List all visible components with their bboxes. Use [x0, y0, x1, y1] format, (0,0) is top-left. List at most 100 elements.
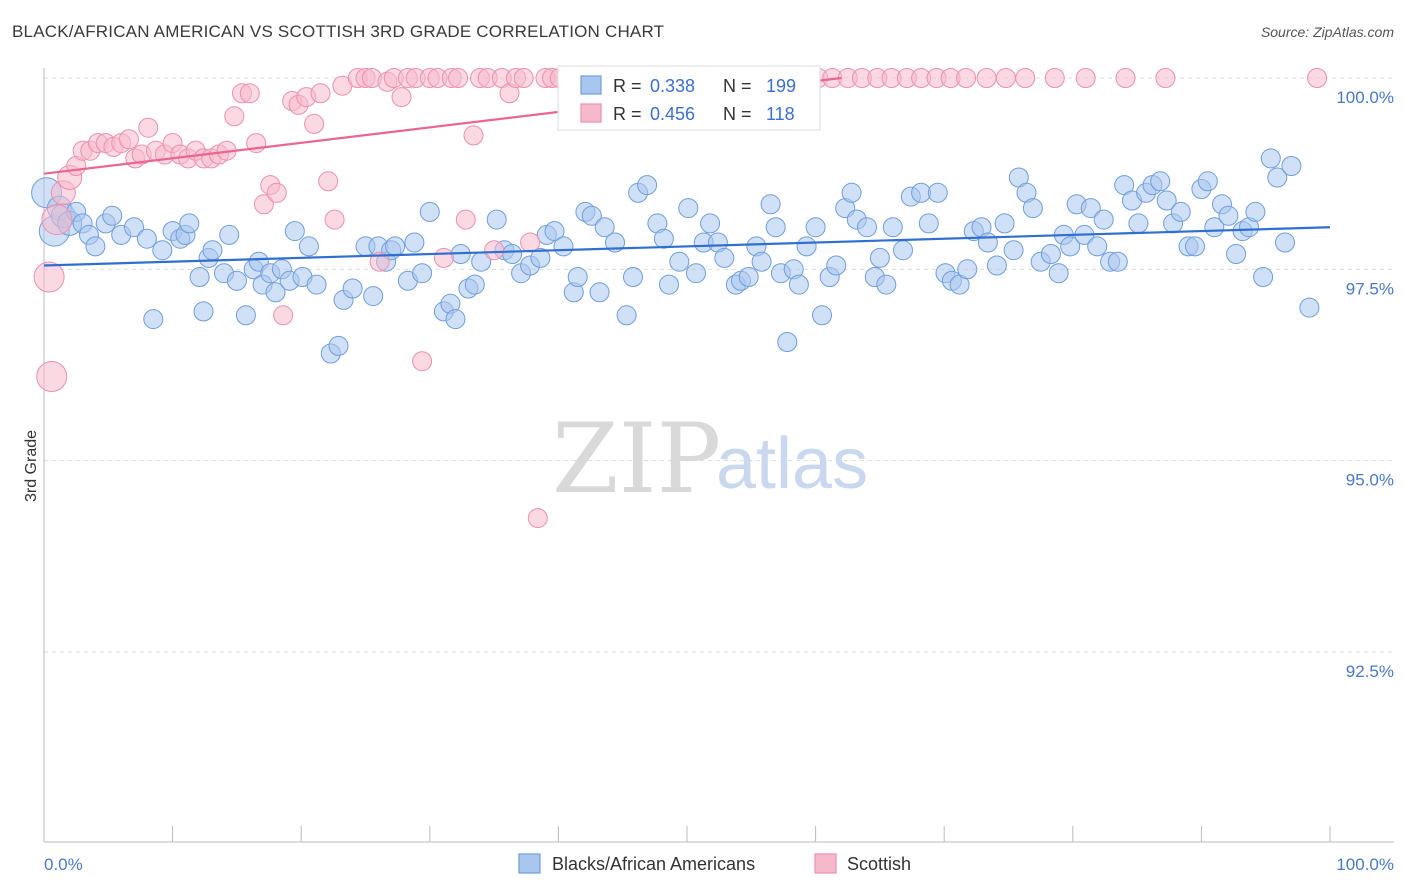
blacks-african-americans-point-157	[1204, 217, 1225, 238]
blacks-african-americans-point-131	[1022, 198, 1043, 219]
blacks-african-americans-point-42	[342, 278, 363, 299]
scottish-point-117	[1307, 68, 1328, 88]
scottish-point-109	[956, 68, 977, 88]
y-axis-title: 3rd Grade	[23, 430, 40, 502]
blacks-african-americans-point-109	[857, 217, 877, 238]
blacks-african-americans-point-35	[284, 221, 305, 242]
blacks-african-americans-point-20	[189, 267, 210, 287]
blacks-african-americans-point-113	[882, 217, 903, 238]
blacks-african-americans-point-125	[977, 232, 998, 253]
blacks-african-americans-point-14	[143, 309, 164, 330]
blacks-african-americans-point-85	[686, 263, 706, 284]
y-tick-label-3: 92.5%	[1346, 662, 1394, 681]
scottish-point-1	[36, 361, 68, 392]
blacks-african-americans-point-81	[653, 228, 674, 249]
y-tick-label-0: 100.0%	[1336, 88, 1394, 107]
blacks-african-americans-point-136	[1060, 236, 1081, 257]
blacks-african-americans-point-37	[298, 236, 319, 257]
scottish-point-115	[1115, 68, 1136, 88]
bottom-legend-label-pink: Scottish	[847, 854, 911, 874]
blacks-african-americans-point-134	[1048, 263, 1069, 284]
blacks-african-americans-point-102	[805, 217, 826, 238]
scottish-point-12	[118, 129, 139, 150]
blacks-african-americans-point-74	[594, 217, 615, 238]
blacks-african-americans-point-122	[957, 259, 978, 280]
blacks-african-americans-point-26	[226, 270, 247, 291]
blacks-african-americans-point-117	[918, 213, 939, 234]
blacks-african-americans-point-44	[363, 286, 384, 307]
blacks-african-americans-point-55	[445, 309, 466, 330]
y-tick-label-2: 95.0%	[1346, 471, 1394, 490]
blacks-african-americans-point-75	[605, 232, 625, 253]
blacks-african-americans-point-116	[911, 182, 932, 203]
blacks-african-americans-point-8	[85, 236, 106, 257]
scottish-point-28	[239, 83, 260, 104]
blacks-african-americans-point-126	[986, 255, 1007, 276]
blacks-african-americans-point-82	[659, 274, 679, 295]
blacks-african-americans-point-164	[1253, 267, 1274, 287]
scottish-point-58	[463, 125, 484, 146]
blacks-african-americans-point-79	[637, 175, 658, 196]
blacks-african-americans-point-48	[385, 236, 406, 257]
scottish-point-54	[433, 247, 454, 268]
scottish-point-65	[513, 68, 534, 88]
scottish-point-38	[310, 83, 331, 104]
blacks-african-americans-point-96	[765, 217, 786, 238]
scottish-point-37	[304, 113, 325, 134]
blacks-african-americans-point-139	[1080, 198, 1101, 219]
watermark-zip: ZIP	[552, 403, 721, 515]
blacks-african-americans-point-72	[581, 205, 602, 226]
blacks-african-americans-point-118	[927, 182, 948, 203]
scottish-point-111	[995, 68, 1016, 88]
blacks-african-americans-point-111	[869, 247, 890, 268]
blacks-african-americans-point-19	[179, 213, 200, 234]
chart-title: BLACK/AFRICAN AMERICAN VS SCOTTISH 3RD G…	[12, 22, 665, 41]
legend-r-label-blue: R =	[613, 76, 642, 96]
source-label: Source: ZipAtlas.com	[1260, 24, 1394, 40]
blacks-african-americans-point-141	[1093, 209, 1114, 230]
legend-swatch-blue	[580, 75, 602, 95]
blacks-african-americans-point-127	[994, 213, 1015, 234]
scottish-point-48	[391, 87, 412, 108]
blacks-african-americans-point-100	[788, 274, 809, 295]
blacks-african-americans-point-160	[1226, 244, 1247, 264]
x-tick-label-max: 100.0%	[1336, 855, 1394, 874]
blacks-african-americans-point-62	[502, 244, 523, 264]
scottish-point-15	[138, 117, 159, 138]
blacks-african-americans-point-21	[193, 301, 214, 322]
legend-frame	[557, 65, 821, 131]
blacks-african-americans-point-51	[412, 263, 433, 284]
legend-n-value-blue: 199	[766, 76, 796, 96]
scottish-point-61	[484, 240, 505, 261]
blacks-african-americans-point-152	[1170, 201, 1191, 222]
scottish-point-116	[1155, 68, 1176, 88]
blacks-african-americans-point-156	[1197, 171, 1218, 192]
scottish-point-45	[369, 251, 390, 272]
legend-r-label-pink: R =	[613, 104, 642, 124]
blacks-african-americans-point-77	[623, 267, 643, 287]
blacks-african-americans-point-165	[1260, 148, 1281, 169]
scottish-point-113	[1044, 68, 1065, 88]
blacks-african-americans-point-27	[235, 305, 256, 326]
scottish-point-0	[33, 261, 65, 293]
scottish-point-39	[318, 171, 339, 192]
blacks-african-americans-point-32	[265, 282, 286, 303]
blacks-african-americans-point-140	[1087, 236, 1108, 257]
legend-r-value-pink: 0.456	[650, 104, 695, 124]
blacks-african-americans-point-107	[841, 182, 862, 203]
scottish-point-32	[266, 182, 287, 203]
blacks-african-americans-point-58	[464, 274, 485, 295]
blacks-african-americans-point-65	[530, 247, 551, 268]
bottom-legend: Blacks/African Americans Scottish	[518, 853, 911, 874]
blacks-african-americans-point-169	[1299, 297, 1320, 318]
legend-box: R = 0.338 N = 199 R = 0.456 N = 118	[557, 65, 821, 131]
scottish-point-57	[455, 209, 476, 230]
blacks-african-americans-point-10	[102, 205, 123, 226]
scottish-point-112	[1015, 68, 1036, 88]
bottom-legend-swatch-blue	[518, 853, 541, 874]
y-tick-label-1: 97.5%	[1346, 279, 1394, 298]
y-tick-labels: 100.0% 97.5% 95.0% 92.5%	[1336, 88, 1394, 681]
x-tick-label-min: 0.0%	[44, 855, 83, 874]
scottish-point-66	[520, 232, 541, 253]
